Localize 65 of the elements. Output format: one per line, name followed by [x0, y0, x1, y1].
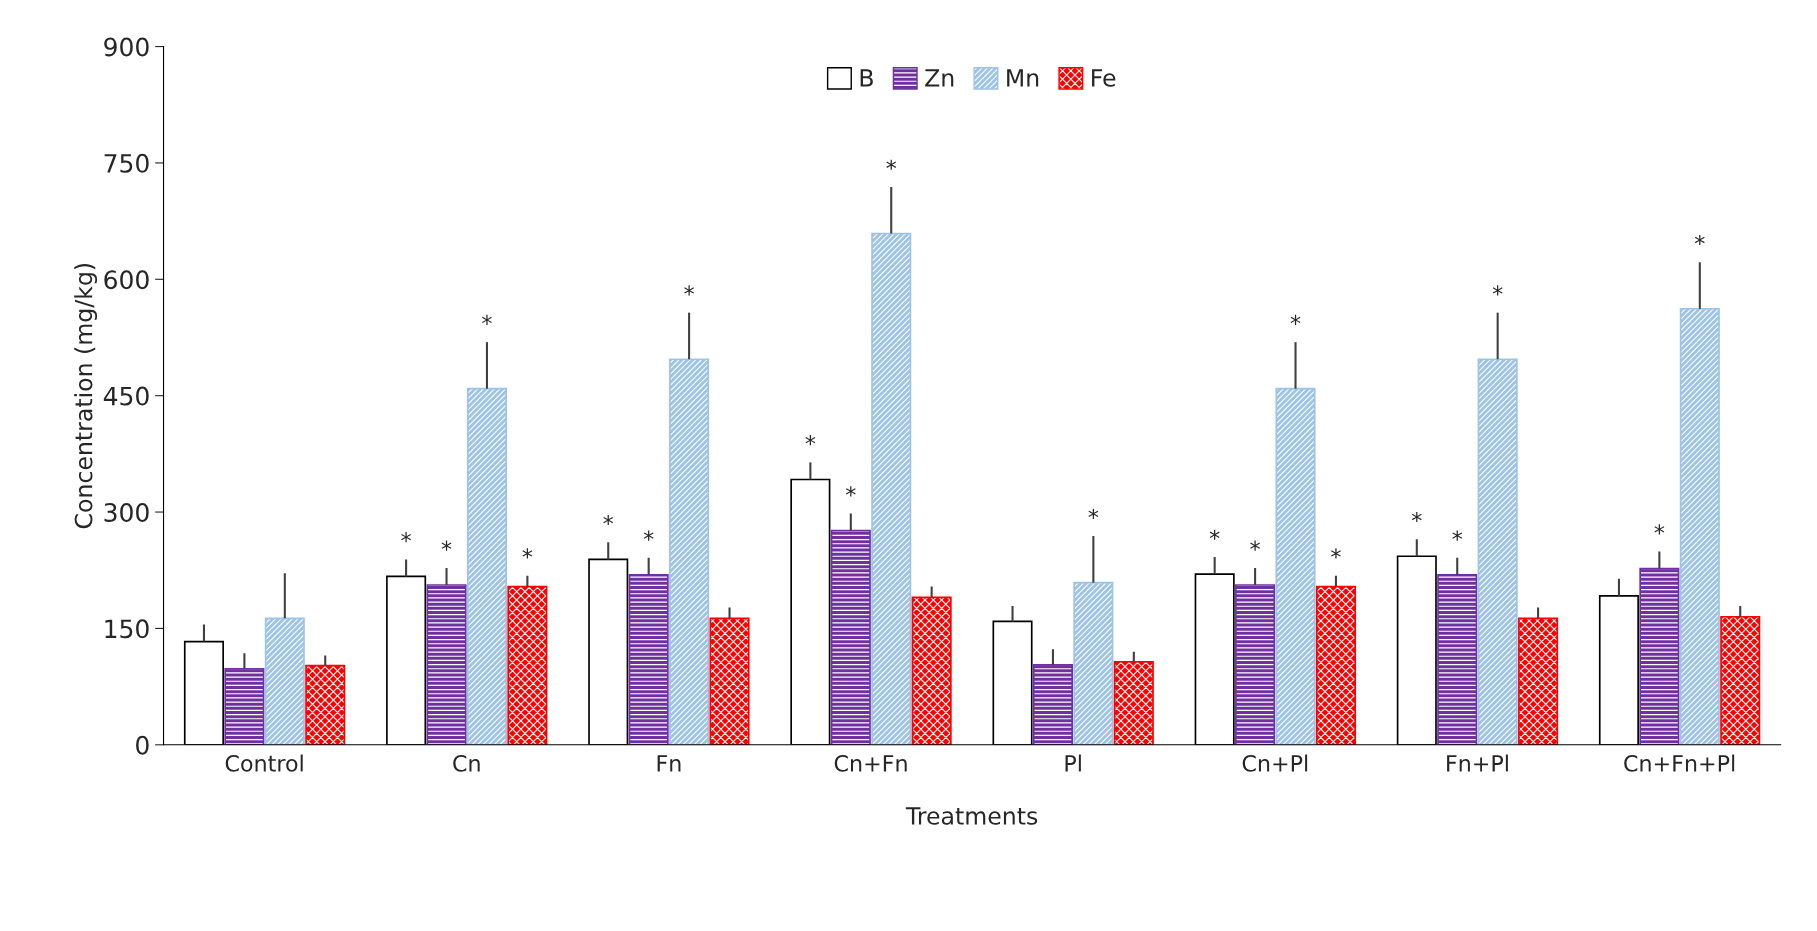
x-tick-label: Pl: [1065, 754, 1081, 772]
x-tick-label: Control: [225, 754, 303, 772]
legend-label: Mn: [1007, 69, 1039, 87]
bar: [1275, 387, 1316, 745]
data-label: *: [1209, 529, 1220, 540]
data-label: *: [603, 514, 614, 526]
data-label: *: [845, 486, 856, 497]
bar: [830, 529, 871, 745]
data-label: *: [1452, 530, 1463, 541]
data-label: *: [1290, 314, 1301, 325]
data-label: *: [482, 314, 492, 325]
y-tick-label: 0: [136, 735, 149, 755]
x-tick-label: Cn+Fn+Pl: [1624, 754, 1735, 772]
bar: [1073, 581, 1114, 745]
y-tick-label: 150: [105, 619, 149, 639]
y-axis-title: Concentration (mg/kg): [74, 263, 98, 529]
bar: [1679, 307, 1720, 745]
data-label: *: [1411, 511, 1422, 523]
y-tick-label: 900: [104, 37, 149, 57]
data-label: *: [805, 435, 816, 446]
data-label: *: [684, 285, 694, 296]
data-label: *: [643, 530, 654, 541]
data-label: *: [1331, 548, 1341, 559]
y-tick-label: 450: [103, 386, 149, 406]
x-tick-label: Cn: [453, 754, 480, 772]
bar: [305, 664, 346, 745]
x-tick-label: Cn+Pl: [1242, 754, 1308, 772]
bar: [1032, 664, 1073, 745]
bar: [1639, 567, 1680, 745]
y-tick-label: 750: [104, 153, 149, 173]
x-axis-title: Treatments: [905, 807, 1038, 825]
x-tick-label: Cn+Fn: [834, 754, 907, 772]
bar: [264, 617, 305, 745]
data-label: *: [886, 159, 897, 170]
bar: [709, 617, 750, 745]
legend-label: Fe: [1092, 69, 1116, 87]
data-label: *: [401, 532, 411, 543]
x-tick-label: Fn: [657, 755, 681, 772]
data-label: *: [1088, 508, 1099, 519]
legend-label: Zn: [925, 69, 954, 87]
data-label: *: [1654, 524, 1665, 535]
x-tick-label: Fn+Pl: [1447, 754, 1508, 772]
bar: [224, 667, 265, 745]
bar: [1113, 660, 1154, 745]
data-label: *: [441, 540, 452, 551]
bar: [911, 596, 952, 745]
y-tick-label: 300: [104, 502, 149, 522]
bar: [871, 232, 912, 745]
bar: [1720, 615, 1761, 745]
bar: [628, 574, 669, 745]
bar: [507, 585, 548, 745]
bar: [1437, 574, 1478, 745]
data-label: *: [1492, 285, 1503, 296]
data-label: *: [1694, 234, 1705, 246]
bar: [669, 358, 710, 745]
bar: [426, 584, 467, 745]
legend-label: B: [860, 69, 873, 87]
bar: [1235, 584, 1276, 745]
bar: [1477, 358, 1518, 745]
y-tick-label: 600: [104, 270, 149, 290]
bar: [1315, 585, 1356, 745]
bar: [466, 387, 507, 745]
data-label: *: [1250, 540, 1260, 551]
bar: [1518, 617, 1559, 745]
data-label: *: [522, 548, 533, 559]
